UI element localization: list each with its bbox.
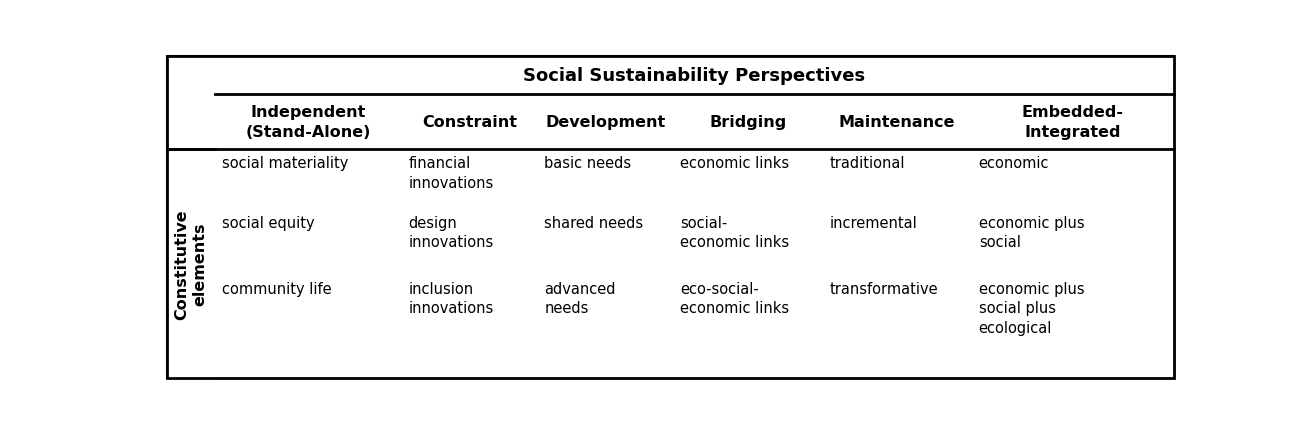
Text: Bridging: Bridging xyxy=(709,115,786,129)
Text: Development: Development xyxy=(545,115,666,129)
Text: Constraint: Constraint xyxy=(422,115,517,129)
Bar xyxy=(402,209,538,275)
Text: basic needs: basic needs xyxy=(544,156,632,171)
Bar xyxy=(823,150,972,209)
Text: economic plus
social plus
ecological: economic plus social plus ecological xyxy=(978,281,1084,335)
Bar xyxy=(402,95,538,150)
Bar xyxy=(402,275,538,378)
Bar xyxy=(402,150,538,209)
Text: design
innovations: design innovations xyxy=(408,215,493,250)
Text: Constitutive
elements: Constitutive elements xyxy=(174,209,207,319)
Text: shared needs: shared needs xyxy=(544,215,644,230)
Text: transformative: transformative xyxy=(829,281,938,296)
Text: traditional: traditional xyxy=(829,156,905,171)
Bar xyxy=(215,57,1175,95)
Bar xyxy=(674,95,823,150)
Text: community life: community life xyxy=(222,281,332,296)
Text: social-
economic links: social- economic links xyxy=(680,215,790,250)
Text: Social Sustainability Perspectives: Social Sustainability Perspectives xyxy=(523,67,866,84)
Text: social materiality: social materiality xyxy=(222,156,348,171)
Bar xyxy=(674,150,823,209)
Text: advanced
needs: advanced needs xyxy=(544,281,616,316)
Text: economic links: economic links xyxy=(680,156,790,171)
Bar xyxy=(674,275,823,378)
Text: Embedded-
Integrated: Embedded- Integrated xyxy=(1022,105,1124,139)
Bar xyxy=(166,57,215,378)
Bar xyxy=(538,209,674,275)
Text: social equity: social equity xyxy=(222,215,315,230)
Bar xyxy=(972,209,1175,275)
Text: Maintenance: Maintenance xyxy=(838,115,955,129)
Bar xyxy=(538,150,674,209)
Bar xyxy=(823,275,972,378)
Bar xyxy=(215,95,402,150)
Text: financial
innovations: financial innovations xyxy=(408,156,493,190)
Bar xyxy=(823,209,972,275)
Bar xyxy=(215,275,402,378)
Text: eco-social-
economic links: eco-social- economic links xyxy=(680,281,790,316)
Text: Independent
(Stand-Alone): Independent (Stand-Alone) xyxy=(246,105,370,139)
Bar xyxy=(972,275,1175,378)
Bar xyxy=(215,150,402,209)
Bar xyxy=(823,95,972,150)
Bar xyxy=(972,95,1175,150)
Bar xyxy=(538,95,674,150)
Bar xyxy=(972,150,1175,209)
Text: incremental: incremental xyxy=(829,215,917,230)
Text: economic: economic xyxy=(978,156,1049,171)
Text: economic plus
social: economic plus social xyxy=(978,215,1084,250)
Bar xyxy=(674,209,823,275)
Bar xyxy=(538,275,674,378)
Bar xyxy=(215,209,402,275)
Text: inclusion
innovations: inclusion innovations xyxy=(408,281,493,316)
